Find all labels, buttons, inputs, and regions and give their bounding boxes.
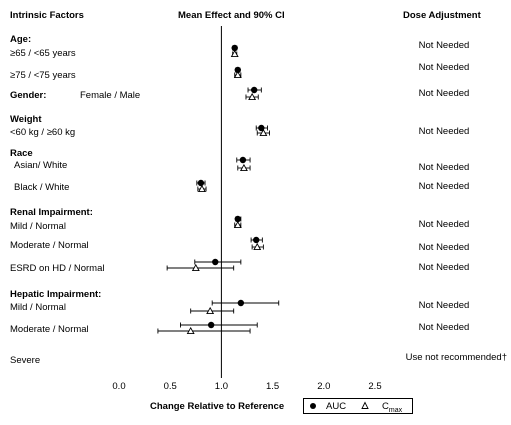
dose-adjustment-value: Not Needed <box>418 242 470 253</box>
legend-cmax-marker <box>361 401 369 409</box>
dose-adjustment-value: Not Needed <box>418 181 470 192</box>
dose-adjustment-value: Not Needed <box>418 322 470 333</box>
x-tick-label: 1.5 <box>266 381 279 392</box>
cmax-point <box>191 263 200 272</box>
dose-adjustment-value: Not Needed <box>418 162 470 173</box>
cmax-ci <box>157 328 251 334</box>
legend-auc-marker <box>310 403 316 409</box>
legend: AUC Cmax <box>303 398 413 414</box>
cmax-point <box>233 220 242 229</box>
dose-adjustment-value: Not Needed <box>418 219 470 230</box>
auc-point <box>253 236 260 244</box>
auc-ci <box>179 322 258 328</box>
dose-adjustment-value: Not Needed <box>418 62 470 73</box>
group-label: Gender: <box>10 90 47 101</box>
auc-point <box>197 179 205 187</box>
factor-label: Moderate / Normal <box>10 324 89 335</box>
auc-point <box>234 66 241 74</box>
auc-point <box>207 321 215 329</box>
factor-label: <60 kg / ≥60 kg <box>10 127 76 138</box>
dose-adjustment-value: Use not recommended† <box>405 352 507 363</box>
factor-label: Severe <box>10 355 41 366</box>
dose-adjustment-value: Not Needed <box>418 300 470 311</box>
auc-point <box>250 86 258 94</box>
cmax-point <box>186 326 195 335</box>
group-label: Age: <box>10 34 32 45</box>
dose-adjustment-value: Not Needed <box>418 262 470 273</box>
cmax-ci <box>166 265 235 271</box>
auc-point <box>212 258 219 266</box>
factor-label: Female / Male <box>80 90 141 101</box>
factor-label: Moderate / Normal <box>10 240 89 251</box>
cmax-point <box>230 49 239 58</box>
x-axis-label: Change Relative to Reference <box>150 401 285 412</box>
factor-label: Black / White <box>14 182 70 193</box>
group-label: Weight <box>10 114 42 125</box>
group-label: Renal Impairment: <box>10 207 93 218</box>
cmax-point <box>253 242 262 251</box>
dose-adjustment-value: Not Needed <box>418 126 470 137</box>
cmax-point <box>239 163 248 172</box>
auc-point <box>234 215 241 223</box>
factor-label: ≥75 / <75 years <box>10 70 76 81</box>
auc-point <box>258 124 265 132</box>
auc-point <box>239 156 247 164</box>
header-dose-adjustment: Dose Adjustment <box>403 10 481 21</box>
factor-label: Mild / Normal <box>10 221 66 232</box>
cmax-point <box>197 184 206 193</box>
x-tick-label: 0.0 <box>112 381 125 392</box>
cmax-point <box>206 306 215 315</box>
factor-label: ≥65 / <65 years <box>10 48 76 59</box>
auc-ci <box>211 300 280 306</box>
cmax-point <box>233 70 242 79</box>
x-tick-label: 2.0 <box>317 381 330 392</box>
dose-adjustment-value: Not Needed <box>418 40 470 51</box>
auc-point <box>231 44 238 52</box>
cmax-point <box>259 128 268 137</box>
header-mean-effect: Mean Effect and 90% CI <box>178 10 285 21</box>
factor-label: Mild / Normal <box>10 302 66 313</box>
cmax-point <box>248 92 257 101</box>
legend-auc-label: AUC <box>326 401 347 412</box>
legend-cmax-label: Cmax <box>382 401 403 414</box>
auc-point <box>237 299 245 307</box>
factor-label: Asian/ White <box>14 160 68 171</box>
x-tick-label: 0.5 <box>164 381 177 392</box>
x-tick-label: 1.0 <box>215 381 228 392</box>
x-tick-label: 2.5 <box>368 381 381 392</box>
group-label: Race <box>10 148 33 159</box>
factor-label: ESRD on HD / Normal <box>10 263 105 274</box>
dose-adjustment-value: Not Needed <box>418 88 470 99</box>
group-label: Hepatic Impairment: <box>10 289 102 300</box>
header-intrinsic-factors: Intrinsic Factors <box>10 10 84 21</box>
